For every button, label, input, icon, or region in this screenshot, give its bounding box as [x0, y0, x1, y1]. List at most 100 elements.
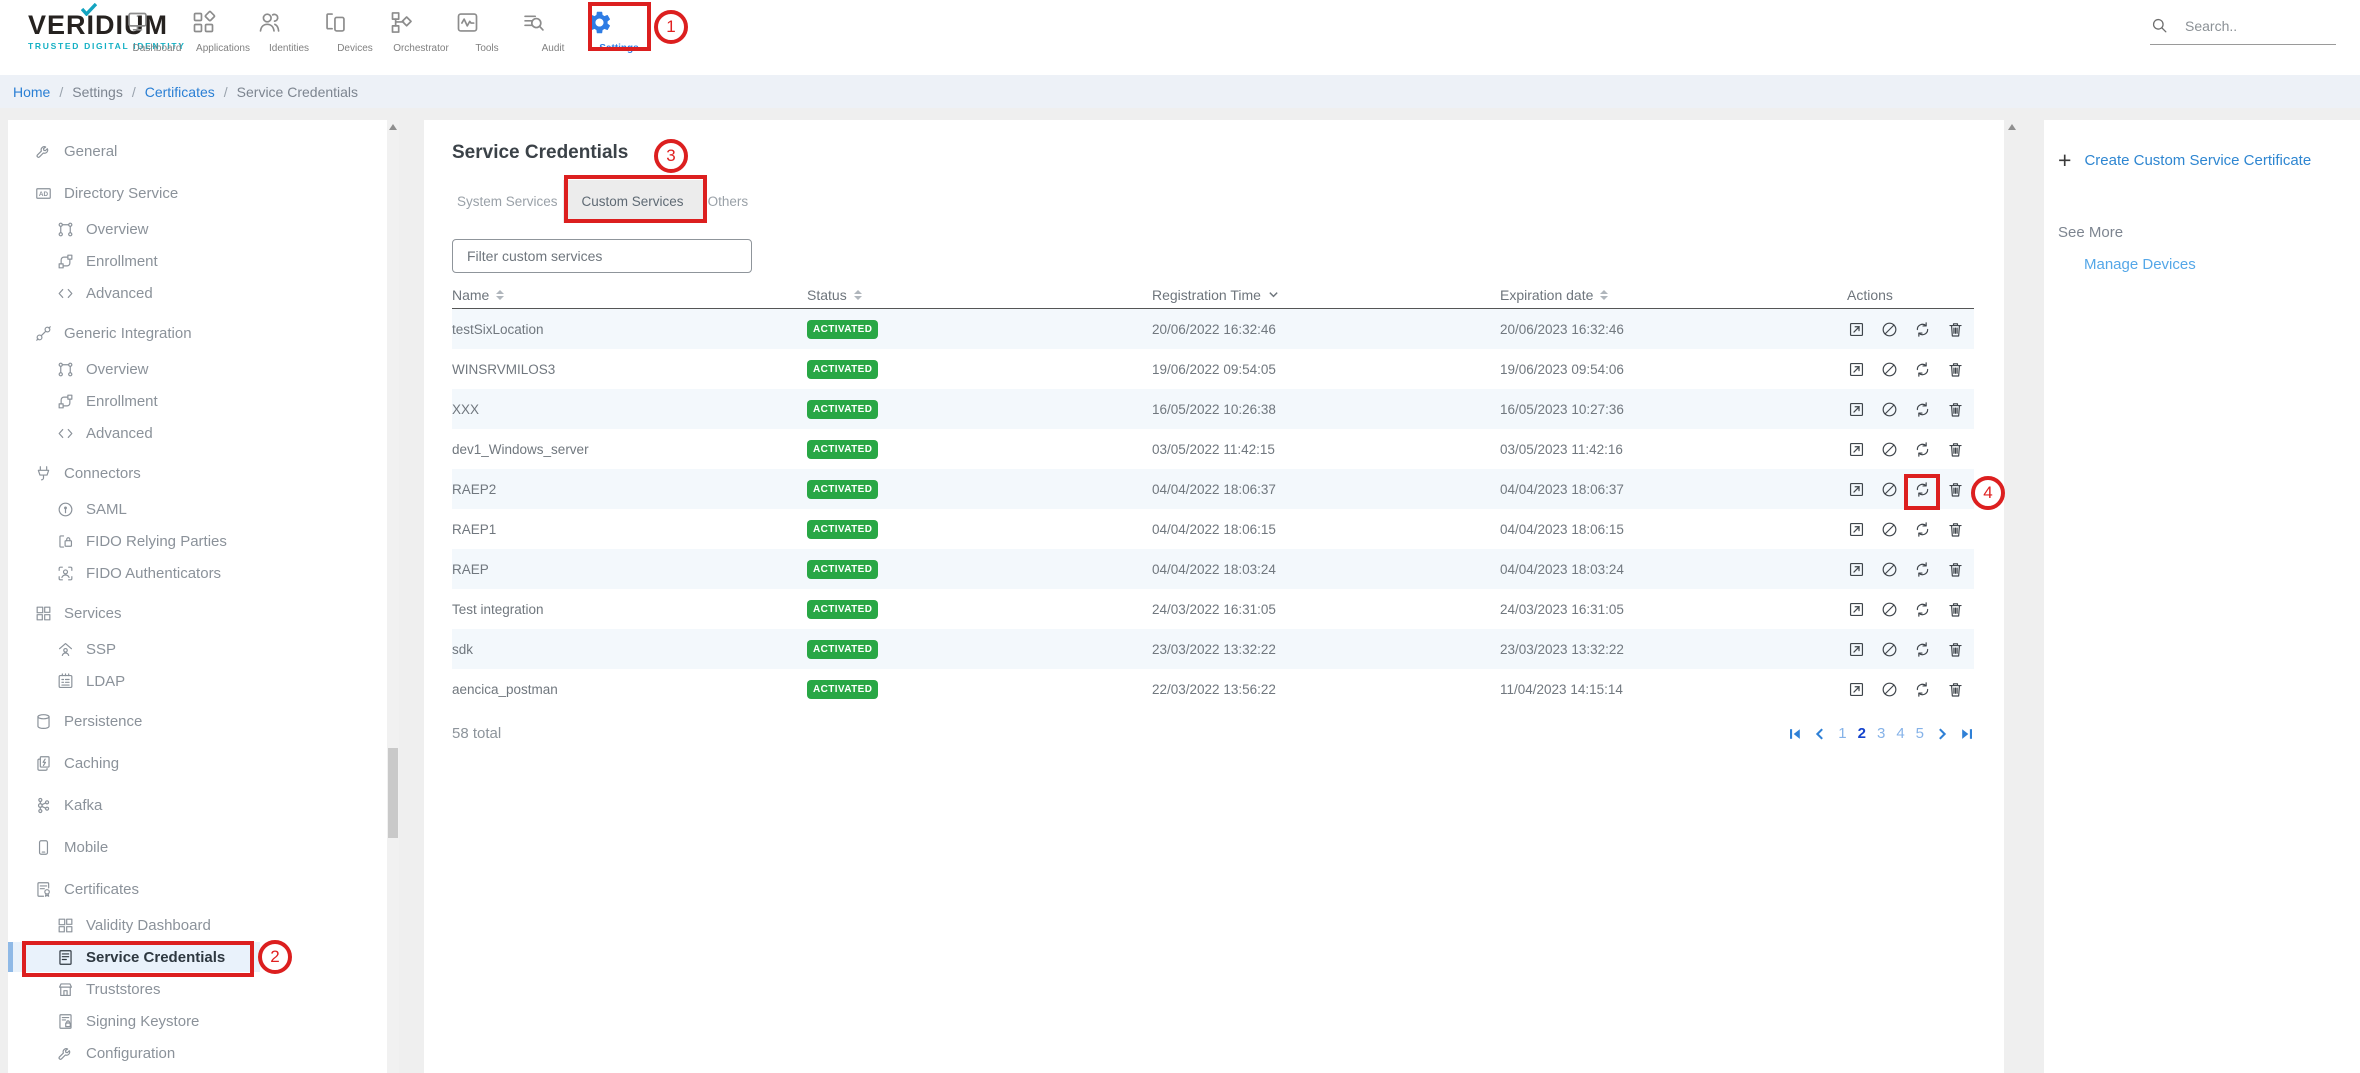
block-icon[interactable] [1880, 360, 1899, 379]
column-header-status[interactable]: Status [807, 287, 1152, 303]
nav-item-applications[interactable]: Applications [190, 0, 256, 75]
sidebar-item-overview[interactable]: Overview [8, 214, 387, 244]
sidebar-item-caching[interactable]: Caching [8, 748, 387, 778]
page-2[interactable]: 2 [1857, 725, 1866, 742]
delete-icon[interactable] [1946, 360, 1965, 379]
renew-icon[interactable] [1913, 320, 1932, 339]
sidebar-item-advanced[interactable]: Advanced [8, 278, 387, 308]
block-icon[interactable] [1880, 400, 1899, 419]
delete-icon[interactable] [1946, 480, 1965, 499]
block-icon[interactable] [1880, 320, 1899, 339]
export-icon[interactable] [1847, 320, 1866, 339]
sidebar-item-directory-service[interactable]: AD Directory Service [8, 178, 387, 208]
sidebar-item-services[interactable]: Services [8, 598, 387, 628]
delete-icon[interactable] [1946, 320, 1965, 339]
renew-icon[interactable] [1913, 360, 1932, 379]
sidebar-item-enrollment[interactable]: Enrollment [8, 386, 387, 416]
sidebar-item-ldap[interactable]: LDAP [8, 666, 387, 696]
delete-icon[interactable] [1946, 560, 1965, 579]
delete-icon[interactable] [1946, 600, 1965, 619]
export-icon[interactable] [1847, 640, 1866, 659]
export-icon[interactable] [1847, 440, 1866, 459]
sidebar-scrollbar[interactable] [387, 120, 399, 1073]
block-icon[interactable] [1880, 680, 1899, 699]
scroll-up-arrow[interactable] [2008, 124, 2016, 130]
delete-icon[interactable] [1946, 400, 1965, 419]
first-page-button[interactable] [1788, 727, 1802, 741]
renew-icon[interactable] [1913, 560, 1932, 579]
main-scrollbar[interactable] [2004, 120, 2044, 1073]
sidebar-item-kafka[interactable]: Kafka [8, 790, 387, 820]
block-icon[interactable] [1880, 480, 1899, 499]
create-custom-service-certificate-link[interactable]: + Create Custom Service Certificate [2058, 147, 2312, 173]
sidebar-item-fido-authenticators[interactable]: FIDO Authenticators [8, 558, 387, 588]
block-icon[interactable] [1880, 440, 1899, 459]
renew-icon[interactable] [1913, 480, 1932, 499]
delete-icon[interactable] [1946, 640, 1965, 659]
sidebar-item-truststores[interactable]: Truststores [8, 974, 387, 1004]
nav-item-settings[interactable]: Settings [586, 0, 652, 75]
column-header-expiration[interactable]: Expiration date [1500, 287, 1847, 303]
renew-icon[interactable] [1913, 600, 1932, 619]
block-icon[interactable] [1880, 640, 1899, 659]
page-5[interactable]: 5 [1915, 725, 1924, 742]
renew-icon[interactable] [1913, 520, 1932, 539]
next-page-button[interactable] [1935, 727, 1949, 741]
tab-others[interactable]: Others [707, 194, 749, 209]
block-icon[interactable] [1880, 600, 1899, 619]
sidebar-item-fido-relying-parties[interactable]: FIDO Relying Parties [8, 526, 387, 556]
column-header-name[interactable]: Name [452, 287, 807, 303]
breadcrumb-certificates[interactable]: Certificates [144, 83, 215, 100]
block-icon[interactable] [1880, 560, 1899, 579]
column-header-registration[interactable]: Registration Time [1152, 287, 1500, 303]
sidebar-item-advanced[interactable]: Advanced [8, 418, 387, 448]
filter-input[interactable] [452, 239, 752, 273]
nav-item-dashboard[interactable]: Dashboard [124, 0, 190, 75]
export-icon[interactable] [1847, 560, 1866, 579]
sidebar-item-validity-dashboard[interactable]: Validity Dashboard [8, 910, 387, 940]
prev-page-button[interactable] [1813, 727, 1827, 741]
sidebar-item-mobile[interactable]: Mobile [8, 832, 387, 862]
last-page-button[interactable] [1960, 727, 1974, 741]
tab-system-services[interactable]: System Services [457, 194, 558, 209]
tab-custom-services[interactable]: Custom Services [562, 180, 703, 223]
nav-item-orchestrator[interactable]: Orchestrator [388, 0, 454, 75]
renew-icon[interactable] [1913, 400, 1932, 419]
sidebar-item-persistence[interactable]: Persistence [8, 706, 387, 736]
sidebar-item-signing-keystore[interactable]: Signing Keystore [8, 1006, 387, 1036]
delete-icon[interactable] [1946, 520, 1965, 539]
nav-item-audit[interactable]: Audit [520, 0, 586, 75]
export-icon[interactable] [1847, 480, 1866, 499]
renew-icon[interactable] [1913, 680, 1932, 699]
page-3[interactable]: 3 [1876, 725, 1886, 742]
sidebar-item-connectors[interactable]: Connectors [8, 458, 387, 488]
renew-icon[interactable] [1913, 440, 1932, 459]
export-icon[interactable] [1847, 360, 1866, 379]
sidebar-item-overview[interactable]: Overview [8, 354, 387, 384]
sidebar-item-general[interactable]: General [8, 136, 387, 166]
page-4[interactable]: 4 [1896, 725, 1905, 742]
search-input[interactable] [2185, 17, 2315, 34]
delete-icon[interactable] [1946, 440, 1965, 459]
sidebar-item-generic-integration[interactable]: Generic Integration [8, 318, 387, 348]
sidebar-scroll-thumb[interactable] [388, 748, 398, 838]
nav-item-devices[interactable]: Devices [322, 0, 388, 75]
sidebar-item-enrollment[interactable]: Enrollment [8, 246, 387, 276]
export-icon[interactable] [1847, 600, 1866, 619]
export-icon[interactable] [1847, 520, 1866, 539]
delete-icon[interactable] [1946, 680, 1965, 699]
sidebar-item-saml[interactable]: SAML [8, 494, 387, 524]
sidebar-item-configuration[interactable]: Configuration [8, 1038, 387, 1068]
nav-item-tools[interactable]: Tools [454, 0, 520, 75]
export-icon[interactable] [1847, 680, 1866, 699]
export-icon[interactable] [1847, 400, 1866, 419]
breadcrumb-home[interactable]: Home [13, 83, 51, 100]
block-icon[interactable] [1880, 520, 1899, 539]
nav-item-identities[interactable]: Identities [256, 0, 322, 75]
renew-icon[interactable] [1913, 640, 1932, 659]
sidebar-item-ssp[interactable]: SSP [8, 634, 387, 664]
sidebar-item-certificates[interactable]: Certificates [8, 874, 387, 904]
manage-devices-link[interactable]: Manage Devices [2084, 256, 2196, 273]
page-1[interactable]: 1 [1838, 725, 1847, 742]
sidebar-item-service-credentials[interactable]: Service Credentials [8, 942, 260, 972]
